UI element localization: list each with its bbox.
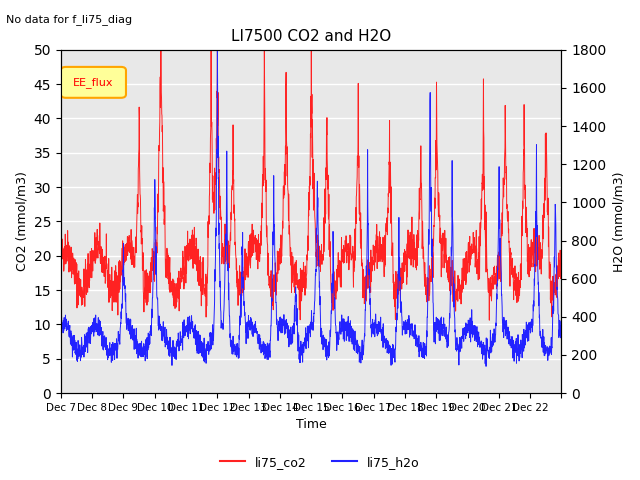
FancyBboxPatch shape xyxy=(61,67,126,98)
Text: EE_flux: EE_flux xyxy=(73,77,114,88)
X-axis label: Time: Time xyxy=(296,419,326,432)
Text: No data for f_li75_diag: No data for f_li75_diag xyxy=(6,14,132,25)
Y-axis label: H2O (mmol/m3): H2O (mmol/m3) xyxy=(612,171,625,272)
Title: LI7500 CO2 and H2O: LI7500 CO2 and H2O xyxy=(231,29,391,44)
Y-axis label: CO2 (mmol/m3): CO2 (mmol/m3) xyxy=(15,171,28,271)
Legend: li75_co2, li75_h2o: li75_co2, li75_h2o xyxy=(215,451,425,474)
